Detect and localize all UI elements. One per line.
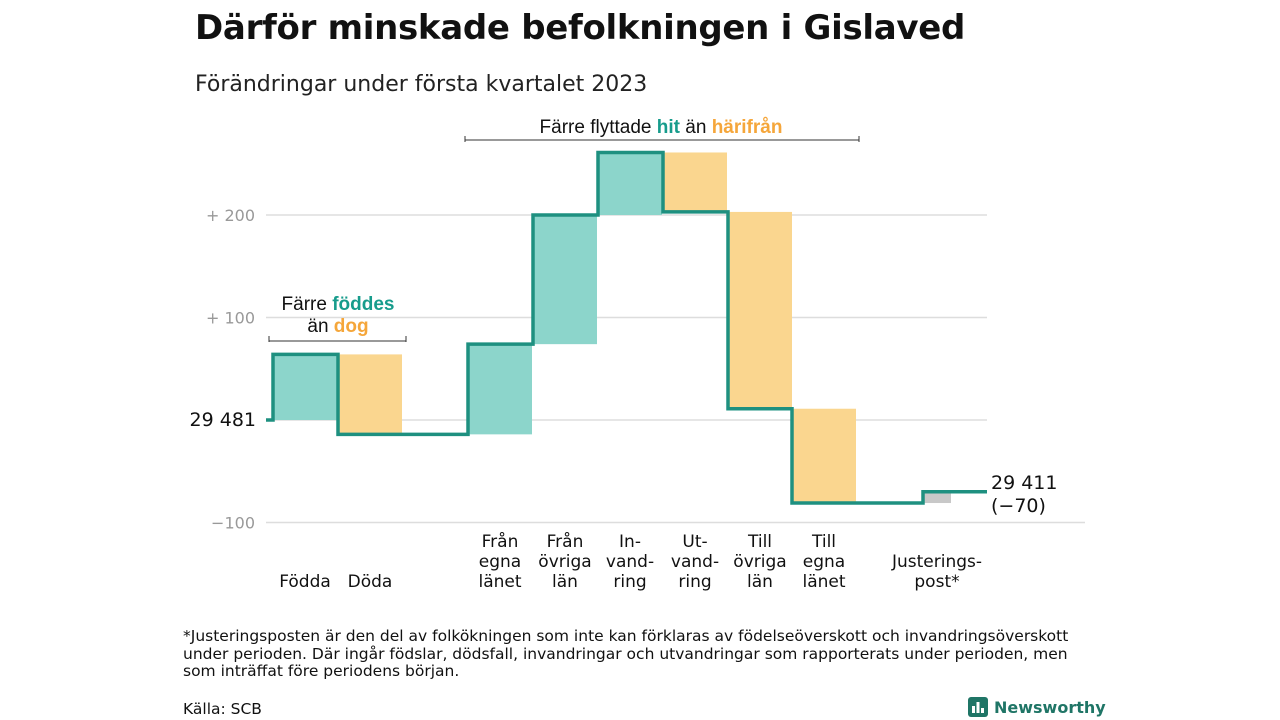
bar-frånövrigalän [533,215,597,345]
category-label: Födda [279,572,331,592]
bar-döda [338,354,402,435]
category-label: länet [802,572,845,592]
category-label: vand- [606,552,654,572]
category-label: övriga [733,552,786,572]
start-value-label: 29 481 [190,409,256,431]
source-note: Källa: SCB [183,700,262,718]
annotation-text: än [680,117,712,138]
birth-death-annotation-line1: Färre föddes [282,294,395,315]
end-change-label: (−70) [991,495,1046,517]
category-labels: Födda DödaFrånegnalänetFrånövrigalänIn-va… [279,531,982,592]
category-label: egna [479,552,521,572]
annotation-accent-died: dog [334,316,369,337]
category-label: län [552,572,578,592]
birth-death-annotation-line2: än dog [307,316,368,337]
y-tick-label: + 200 [206,206,255,225]
chart-subtitle: Förändringar under första kvartalet 2023 [195,72,648,97]
migration-bracket [464,136,860,142]
birth-death-annotation: Färre föddes än dog [268,294,407,342]
category-label: post* [914,572,959,592]
end-value-label: 29 411 [991,472,1057,494]
category-label: Till [747,532,772,552]
bar-tillövrigalän [728,211,792,409]
bar-tillegnalänet [792,408,856,504]
category-label: Justerings- [891,552,982,572]
annotation-accent-born: föddes [332,294,394,315]
waterfall-chart: + 200+ 100−100 Födda DödaFrånegnalänetFrå… [190,117,1085,592]
migration-annotation: Färre flyttade hit än härifrån [464,117,860,142]
annotation-text: Färre flyttade [540,117,657,138]
category-label: vand- [671,552,719,572]
bar-chart-logo-icon [968,697,988,717]
category-label: ring [678,572,711,592]
annotation-accent-hit: hit [657,117,681,138]
bar-in-vand-ring [598,152,662,215]
y-tick-label: + 100 [206,309,255,328]
bars [273,152,951,504]
category-label: Till [811,532,836,552]
footnote: *Justeringsposten är den del av folkökni… [183,627,1069,680]
category-label: övriga [538,552,591,572]
category-label: länet [478,572,521,592]
brand-name: Newsworthy [994,697,1106,717]
category-label: ring [613,572,646,592]
category-label: län [747,572,773,592]
bar-ut-vand-ring [663,152,727,212]
annotation-text: Färre [282,294,333,315]
category-label: Från [547,531,584,552]
annotation-text: än [307,316,333,337]
category-label: Döda [348,572,393,592]
y-tick-label: −100 [211,514,255,533]
category-label: egna [803,552,845,572]
category-label: In- [619,532,641,552]
annotation-accent-harifran: härifrån [712,117,783,138]
migration-annotation-text: Färre flyttade hit än härifrån [540,117,783,138]
running-total-line [266,150,987,505]
y-axis-ticks: + 200 + 100 −100 [206,206,255,533]
category-label: Från [482,531,519,552]
bar-födda [273,354,337,420]
category-label: Ut- [682,532,707,552]
chart-title: Därför minskade befolkningen i Gislaved [195,8,966,48]
birth-death-bracket [268,336,407,342]
bar-frånegnalänet [468,344,532,435]
brand-logo: Newsworthy [968,697,1106,717]
bar-justerings-post- [923,491,951,504]
